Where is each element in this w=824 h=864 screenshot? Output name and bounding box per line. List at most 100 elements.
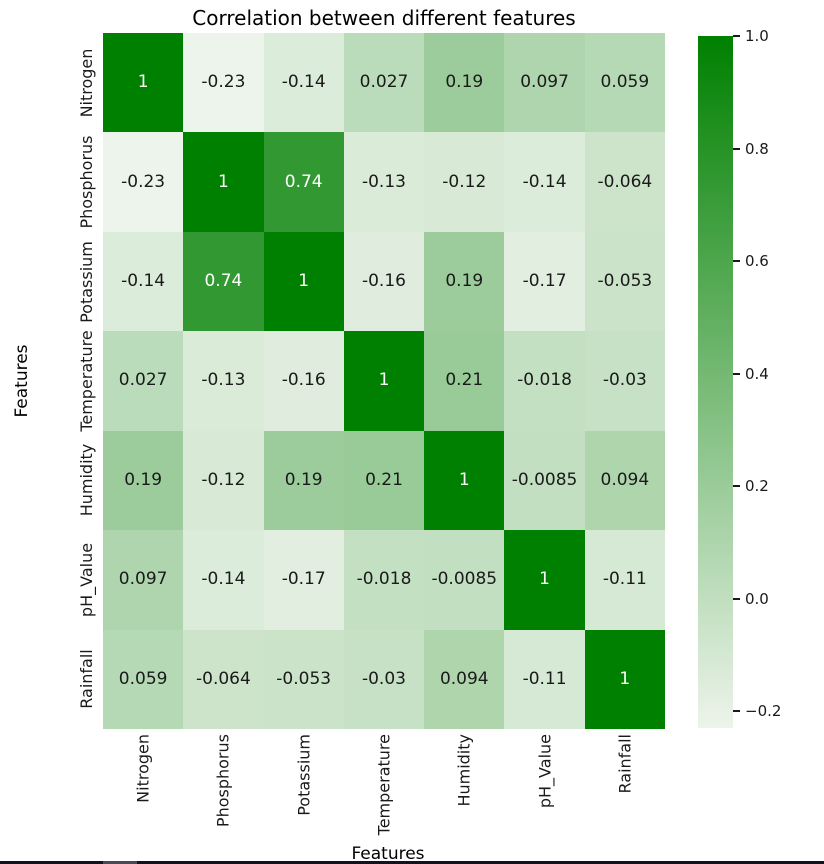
cell-value: -0.23 <box>201 72 246 93</box>
heatmap-cell: -0.11 <box>504 629 585 729</box>
cell-value: 0.21 <box>365 469 403 490</box>
screenshot-edge-artifact-segment <box>103 861 137 864</box>
cell-value: -0.14 <box>121 271 166 292</box>
cell-value: -0.0085 <box>431 569 498 590</box>
cell-value: -0.17 <box>522 271 567 292</box>
heatmap-cell: -0.03 <box>343 629 425 729</box>
colorbar-tick-mark <box>733 710 740 713</box>
heatmap-cell: -0.13 <box>183 331 264 431</box>
x-axis-label: Features <box>351 844 425 864</box>
cell-value: 1 <box>619 668 631 689</box>
cell-value: 0.097 <box>118 569 168 590</box>
heatmap-cell: -0.17 <box>504 231 585 332</box>
cell-value: -0.053 <box>276 668 332 689</box>
colorbar-tick-mark <box>733 372 740 375</box>
y-tick-label: Nitrogen <box>77 48 96 118</box>
heatmap-cell: -0.0085 <box>504 430 585 531</box>
heatmap-cell: -0.14 <box>103 231 184 332</box>
cell-value: 0.027 <box>118 370 168 391</box>
cell-value: -0.13 <box>201 370 246 391</box>
heatmap-cell: 0.027 <box>103 331 184 431</box>
y-tick-label: Humidity <box>77 444 96 517</box>
cell-value: 0.74 <box>204 271 243 292</box>
y-tick-label: Temperature <box>77 330 96 432</box>
heatmap-cell: 0.74 <box>263 132 344 232</box>
colorbar-tick-mark <box>733 597 740 600</box>
cell-value: -0.16 <box>361 271 406 292</box>
chart-title: Correlation between different features <box>192 6 576 30</box>
heatmap-cell: -0.23 <box>103 132 184 232</box>
heatmap-cell: 1 <box>103 33 184 133</box>
colorbar-tick-mark <box>733 260 740 263</box>
cell-value: -0.03 <box>602 370 647 391</box>
heatmap-cell: 0.19 <box>424 231 505 332</box>
x-tick-label: pH_Value <box>535 734 555 809</box>
heatmap-cell: 0.19 <box>424 33 505 133</box>
heatmap-grid: 1 -0.23 -0.14 0.027 0.19 0.097 0.059 -0.23 1 0.74… <box>103 33 665 729</box>
heatmap-cell: 0.027 <box>343 33 425 133</box>
heatmap-cell: -0.23 <box>183 33 264 133</box>
x-tick-label: Potassium <box>294 734 314 816</box>
cell-value: 1 <box>539 569 550 590</box>
heatmap-cell: 0.097 <box>103 530 184 630</box>
colorbar-gradient <box>698 36 733 728</box>
heatmap-cell: -0.03 <box>584 331 665 431</box>
colorbar-tick-label: −0.2 <box>745 702 782 721</box>
heatmap-cell: -0.053 <box>584 231 665 332</box>
x-tick-label: Rainfall <box>615 734 635 794</box>
cell-value: -0.16 <box>281 370 326 391</box>
cell-value: -0.018 <box>517 370 572 391</box>
heatmap-cell: 1 <box>504 530 585 630</box>
heatmap-cell: -0.0085 <box>424 530 505 630</box>
colorbar-tick-label: 1.0 <box>745 27 769 45</box>
heatmap-cell: 0.19 <box>263 430 344 531</box>
heatmap-cell: 1 <box>584 629 665 729</box>
cell-value: -0.14 <box>281 72 326 93</box>
cell-value: -0.0085 <box>511 469 578 490</box>
cell-value: 1 <box>378 370 390 391</box>
heatmap-cell: 1 <box>424 430 505 531</box>
heatmap-cell: -0.018 <box>504 331 585 431</box>
heatmap-cell: -0.14 <box>263 33 344 133</box>
heatmap-cell: 1 <box>183 132 264 232</box>
colorbar-tick-mark <box>733 35 740 37</box>
heatmap-cell: 0.21 <box>424 331 505 431</box>
colorbar-tick-label: 0.0 <box>745 589 769 608</box>
cell-value: 0.059 <box>600 72 650 93</box>
heatmap-cell: -0.13 <box>343 132 425 232</box>
heatmap-cell: -0.16 <box>343 231 425 332</box>
heatmap-cell: 0.21 <box>343 430 425 531</box>
heatmap-cell: 0.059 <box>584 33 665 133</box>
cell-value: -0.064 <box>196 668 251 689</box>
heatmap-cell: -0.11 <box>584 530 665 630</box>
y-tick-label: Rainfall <box>77 649 96 710</box>
x-tick-label: Nitrogen <box>133 734 153 803</box>
colorbar-tick-label: 0.2 <box>745 477 769 496</box>
heatmap-cell: -0.064 <box>584 132 665 232</box>
heatmap-cell: 0.097 <box>504 33 585 133</box>
x-tick-label: Phosphorus <box>213 734 233 828</box>
cell-value: -0.064 <box>597 171 653 192</box>
screenshot-edge-artifact <box>0 861 824 864</box>
cell-value: 0.027 <box>359 72 409 93</box>
cell-value: 0.094 <box>439 668 489 689</box>
y-axis-label: Features <box>12 344 32 418</box>
heatmap-cell: -0.14 <box>183 530 264 630</box>
heatmap-cell: 1 <box>343 331 425 431</box>
colorbar-tick-label: 0.4 <box>745 364 769 383</box>
colorbar-tick-mark <box>733 147 740 150</box>
cell-value: 0.097 <box>520 72 569 93</box>
cell-value: 1 <box>218 171 229 192</box>
cell-value: 0.059 <box>118 668 168 689</box>
cell-value: -0.13 <box>361 171 406 192</box>
cell-value: 0.74 <box>284 171 323 192</box>
colorbar-tick-label: 0.6 <box>745 252 769 271</box>
cell-value: 1 <box>137 72 149 93</box>
cell-value: -0.11 <box>602 569 647 590</box>
heatmap-cell: -0.018 <box>343 530 425 630</box>
cell-value: 0.19 <box>124 469 163 490</box>
cell-value: -0.17 <box>281 569 326 590</box>
heatmap-cell: 0.19 <box>103 430 184 531</box>
colorbar-tick-label: 0.8 <box>745 139 769 158</box>
cell-value: -0.14 <box>201 569 246 590</box>
